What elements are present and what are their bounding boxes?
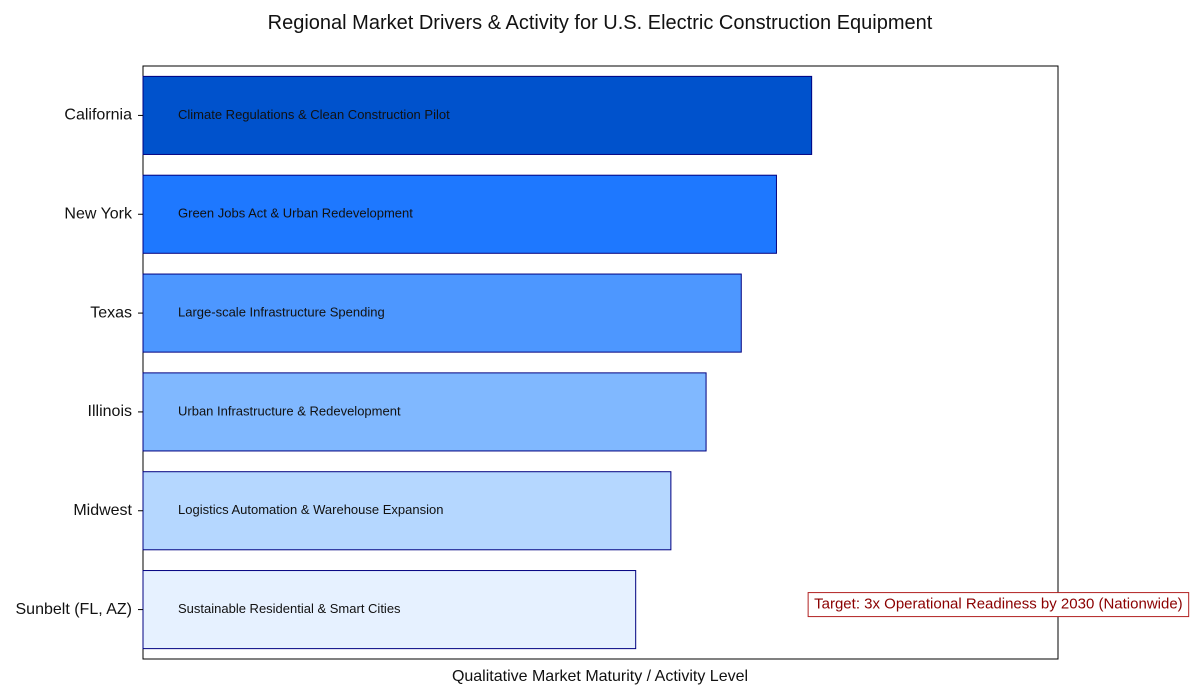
annotation-layer: Target: 3x Operational Readiness by 2030… [807, 592, 1190, 618]
y-tick-label-1: New York [64, 205, 133, 222]
y-axis-ticks: California New York Texas Illinois Midwest Su… [16, 107, 143, 618]
bars-layer: Climate Regulations & Clean Construction… [142, 75, 813, 650]
bar-label-2: Large-scale Infrastructure Spending [178, 305, 385, 320]
annotation-box [807, 592, 1190, 618]
bar-label-5: Sustainable Residential & Smart Cities [178, 601, 401, 616]
bar-label-3: Urban Infrastructure & Redevelopment [178, 403, 401, 418]
bar-5 [142, 570, 637, 650]
bar-label-0: Climate Regulations & Clean Construction… [178, 107, 450, 122]
y-tick-label-3: Illinois [88, 403, 132, 420]
y-tick-label-4: Midwest [73, 502, 132, 519]
bar-4 [142, 471, 672, 551]
bar-2 [142, 273, 742, 353]
bar-0 [142, 75, 813, 155]
bar-label-4: Logistics Automation & Warehouse Expansi… [178, 502, 443, 517]
plot-area-frame [142, 65, 1059, 660]
bar-1 [142, 174, 777, 254]
y-tick-label-2: Texas [90, 304, 132, 321]
annotation-text: Target: 3x Operational Readiness by 2030… [814, 596, 1183, 613]
x-axis-label: Qualitative Market Maturity / Activity L… [452, 668, 748, 685]
y-tick-label-5: Sunbelt (FL, AZ) [16, 601, 133, 618]
bar-label-1: Green Jobs Act & Urban Redevelopment [178, 206, 413, 221]
chart-title: Regional Market Drivers & Activity for U… [268, 12, 933, 34]
y-tick-label-0: California [64, 107, 132, 124]
